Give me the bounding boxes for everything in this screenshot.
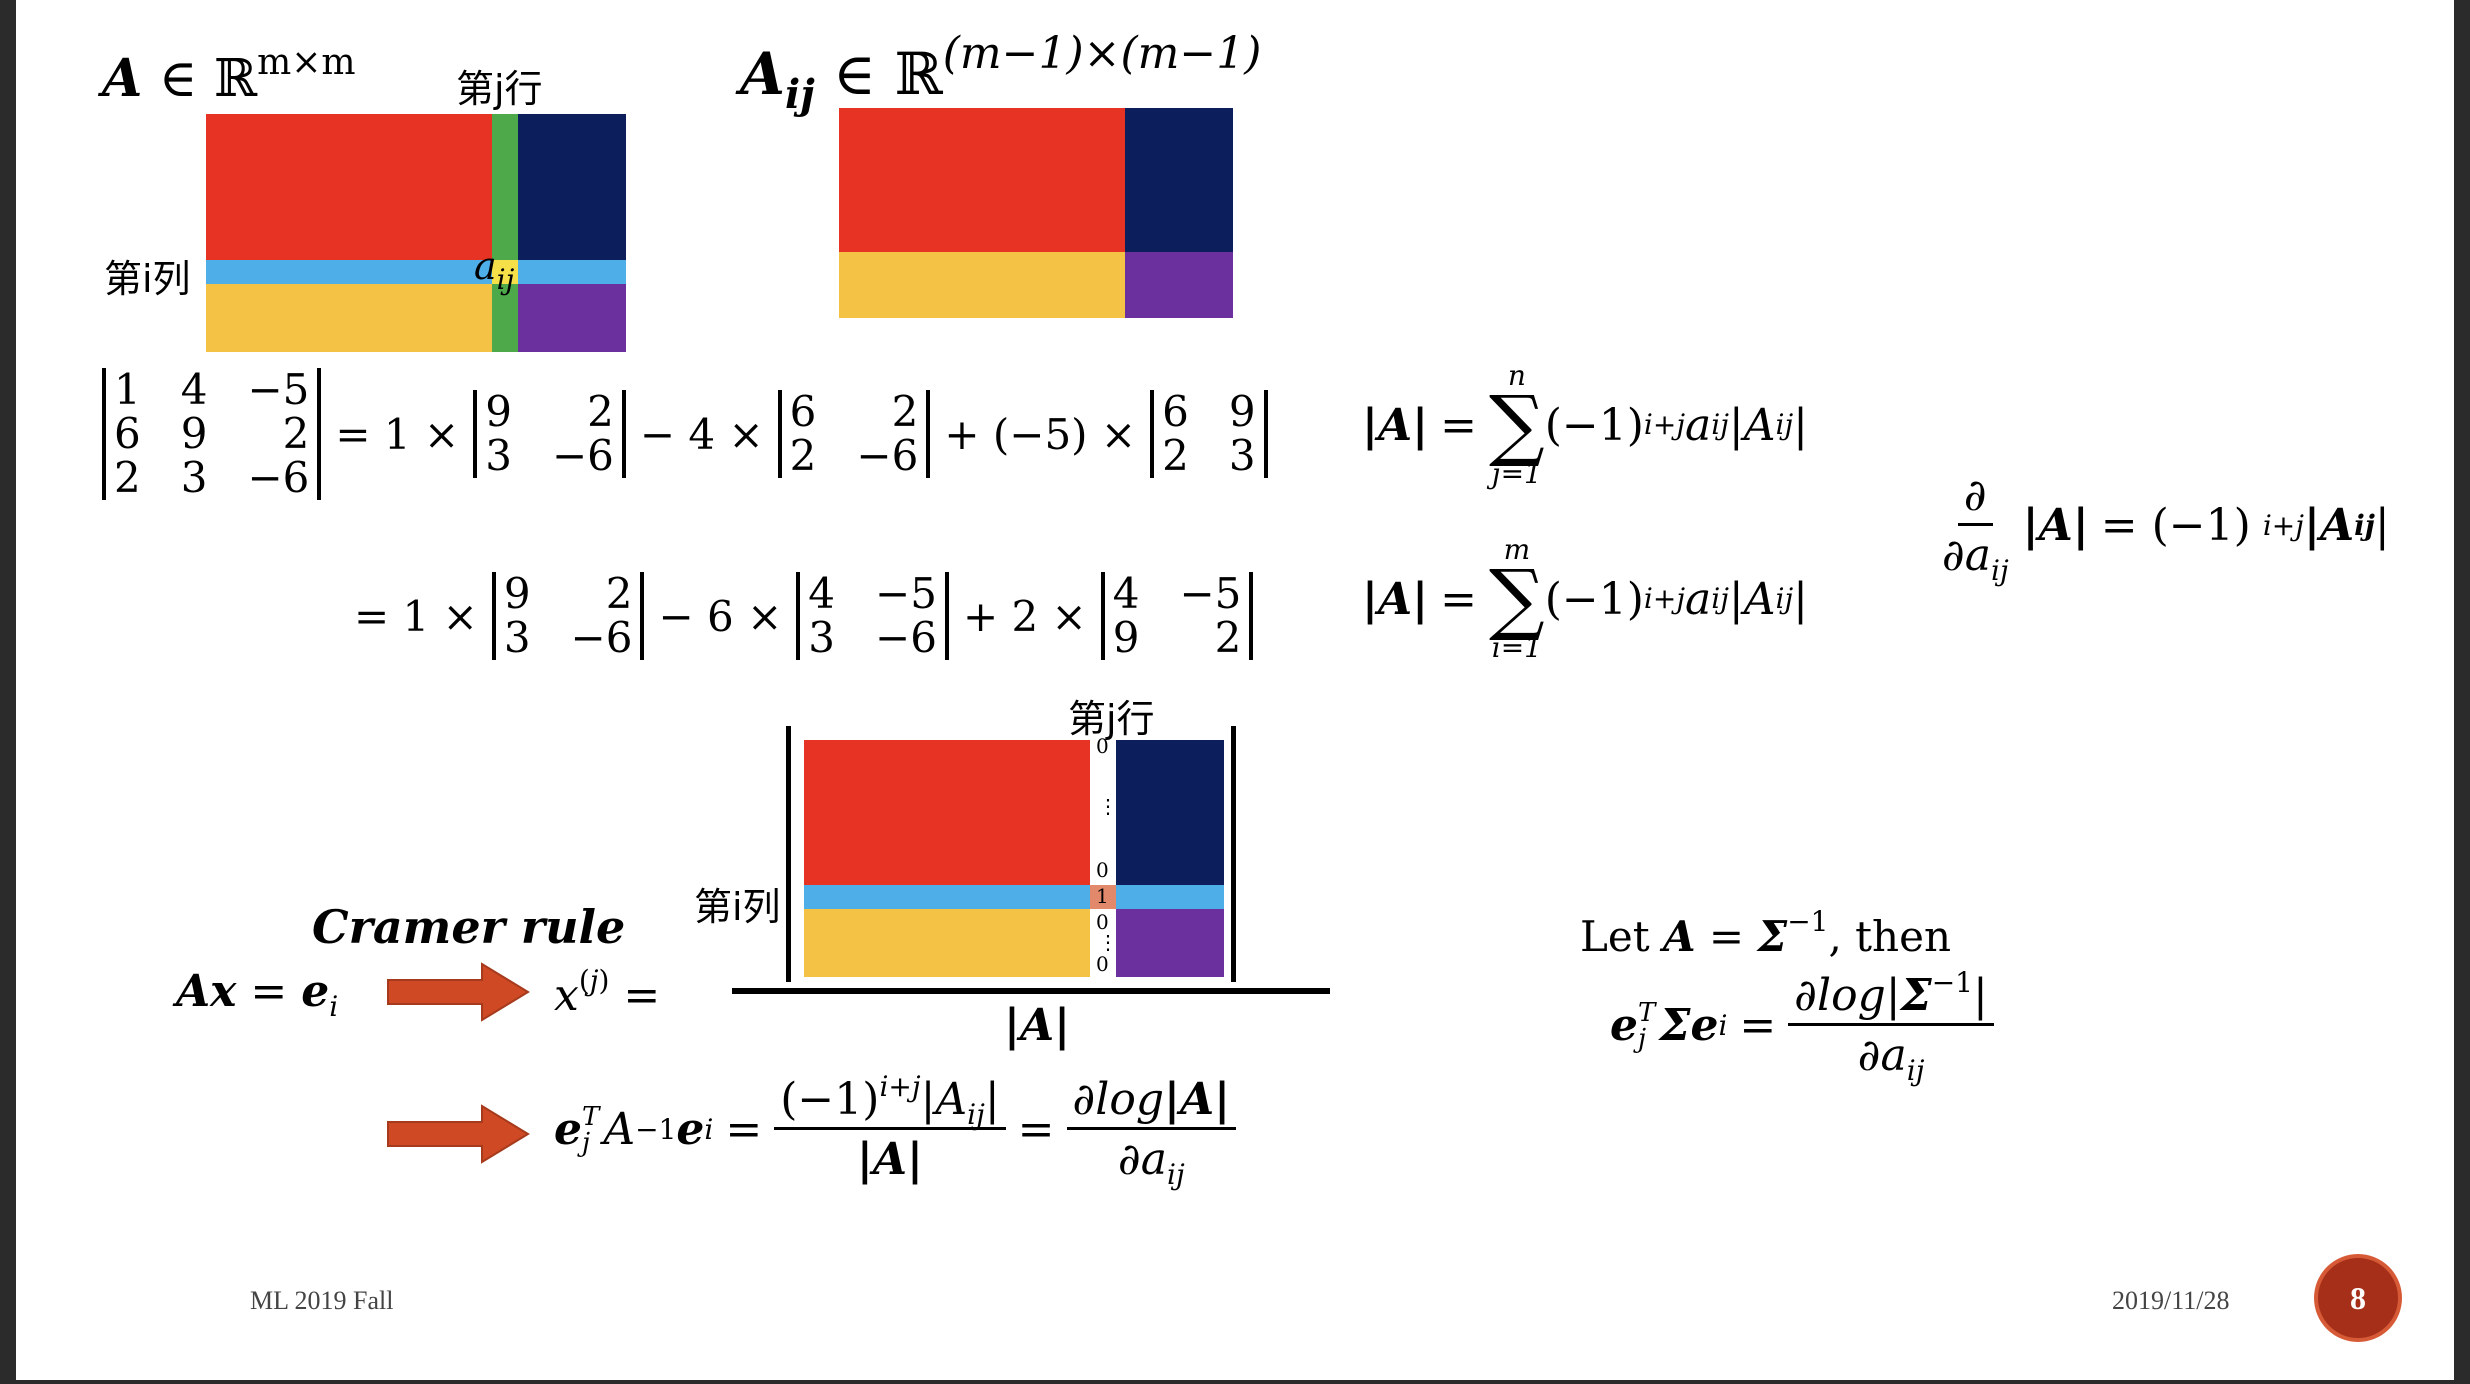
matrix-A-label: A ∈ ℝm×m bbox=[102, 42, 356, 110]
footer-course: ML 2019 Fall bbox=[250, 1286, 394, 1315]
unit-col-1: 1 bbox=[1096, 884, 1109, 908]
cramer-one-cell bbox=[1090, 885, 1116, 909]
det-bar-right bbox=[1231, 726, 1236, 982]
row-j-label-2: 第j行 bbox=[1068, 697, 1155, 741]
partial-derivative-formula: ∂ ∂aij |A| = (−1) i+j |A ij | bbox=[1942, 470, 2390, 587]
coef-2: − 4 × bbox=[639, 409, 764, 459]
block-green bbox=[492, 114, 518, 352]
cramer-system: Ax = ei bbox=[176, 966, 339, 1023]
minor-det-5: 4 −5 3 −6 bbox=[796, 571, 949, 661]
cramer-red bbox=[804, 740, 1090, 885]
block-red bbox=[206, 114, 492, 260]
unit-col-0c: 0 bbox=[1096, 910, 1109, 934]
coef-5: − 6 × bbox=[658, 591, 783, 641]
coef-3: + (−5) × bbox=[944, 409, 1137, 459]
block-purple bbox=[518, 284, 626, 352]
arrow-right-icon bbox=[387, 962, 530, 1022]
unit-col-dots-b: ⋮ bbox=[1098, 930, 1118, 954]
unit-col-0b: 0 bbox=[1096, 858, 1109, 882]
det-bar-left bbox=[786, 726, 791, 982]
cramer-purple bbox=[1116, 909, 1224, 977]
aij-label: aij bbox=[474, 244, 515, 296]
cramer-navy bbox=[1116, 740, 1224, 885]
page-number: 8 bbox=[2350, 1279, 2366, 1316]
minor-yellow bbox=[839, 252, 1125, 318]
minor-navy bbox=[1125, 108, 1233, 252]
cramer-lightblue-left bbox=[804, 885, 1090, 909]
block-yellow bbox=[206, 284, 492, 352]
cramer-title: Cramer rule bbox=[312, 900, 626, 954]
coef-6: + 2 × bbox=[962, 591, 1087, 641]
footer-date: 2019/11/28 bbox=[2112, 1286, 2230, 1315]
laplace-col-formula: |A| = m ∑ i=1 (−1) i+j a ij |A ij | bbox=[1362, 533, 1808, 665]
laplace-row-formula: |A| = n ∑ j=1 (−1) i+j a ij |A ij | bbox=[1362, 359, 1808, 491]
cramer-yellow bbox=[804, 909, 1090, 977]
block-navy bbox=[518, 114, 626, 260]
col-i-label: 第i列 bbox=[104, 257, 191, 301]
cramer-denominator: |A| bbox=[1004, 1000, 1071, 1051]
slide: A ∈ ℝm×m 第j行 第i列 aij Aij ∈ ℝ(m−1)×(m−1) … bbox=[16, 0, 2454, 1380]
col-i-label-2: 第i列 bbox=[694, 885, 781, 929]
block-aij-cell bbox=[492, 260, 518, 284]
cramer-fraction-bar bbox=[732, 988, 1330, 994]
page-number-badge: 8 bbox=[2314, 1254, 2402, 1342]
coef-1: = 1 × bbox=[335, 409, 460, 459]
cramer-xj: x(j) = bbox=[554, 964, 661, 1022]
minor-Aij-label: Aij ∈ ℝ(m−1)×(m−1) bbox=[740, 28, 1262, 118]
row-j-label: 第j行 bbox=[456, 67, 543, 111]
minor-red bbox=[839, 108, 1125, 252]
arrow-right-icon-2 bbox=[387, 1104, 530, 1164]
let-sigma: Let A = Σ−1, then bbox=[1580, 905, 1952, 962]
block-lightblue bbox=[206, 260, 626, 284]
unit-col-0d: 0 bbox=[1096, 952, 1109, 976]
unit-col-0a: 0 bbox=[1096, 734, 1109, 758]
unit-col-dots-a: ⋮ bbox=[1098, 794, 1118, 818]
coef-4: = 1 × bbox=[354, 591, 478, 641]
minor-purple bbox=[1125, 252, 1233, 318]
cramer-lightblue-right bbox=[1116, 885, 1224, 909]
